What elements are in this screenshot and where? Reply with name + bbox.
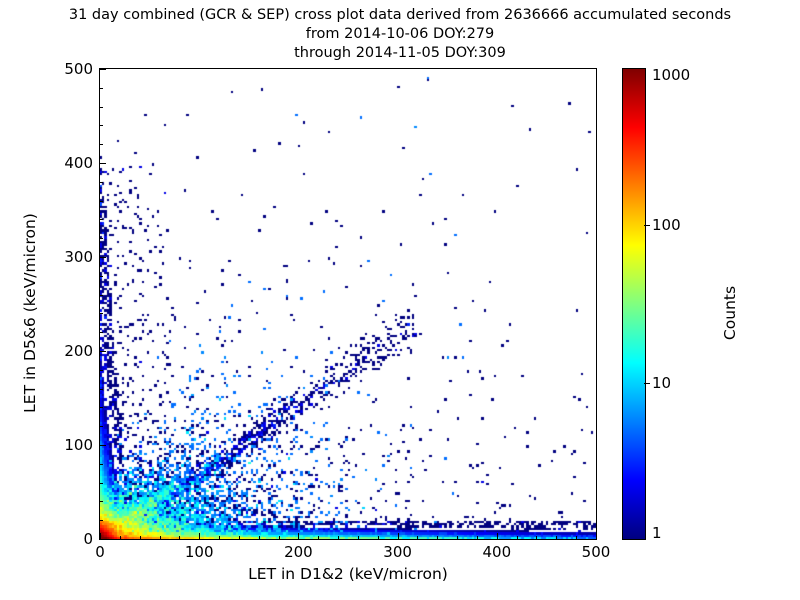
y-axis-minor-tick	[100, 106, 103, 108]
x-axis-minor-tick	[417, 536, 419, 539]
colorbar-ticklabel: 1	[652, 524, 662, 542]
colorbar: 1 10 100 1000	[622, 66, 690, 542]
x-axis-minor-tick	[159, 536, 161, 539]
x-axis-ticklabel: 200	[284, 543, 313, 561]
x-axis-minor-tick	[536, 536, 538, 539]
x-axis-ticklabel: 400	[482, 543, 512, 561]
x-axis-ticklabel: 0	[95, 543, 105, 561]
y-axis-minor-tick	[100, 426, 103, 428]
title-line-2: from 2014-10-06 DOY:279	[305, 26, 495, 42]
y-axis-minor-tick	[100, 332, 103, 334]
y-axis-minor-tick	[100, 520, 103, 522]
x-axis-minor-tick	[377, 536, 379, 539]
y-axis-ticklabel: 0	[83, 530, 93, 548]
y-axis-ticklabel: 100	[64, 436, 93, 454]
x-axis-minor-tick	[556, 536, 558, 539]
x-axis-minor-tick	[437, 536, 439, 539]
plot-axes	[99, 68, 597, 540]
y-axis-tick	[100, 445, 106, 446]
x-axis-minor-tick	[457, 536, 459, 539]
x-axis-minor-tick	[516, 536, 518, 539]
x-axis-minor-tick	[139, 536, 141, 539]
chart-title: 31 day combined (GCR & SEP) cross plot d…	[0, 6, 800, 63]
y-axis-minor-tick	[100, 200, 103, 202]
x-axis-ticklabel: 500	[581, 543, 611, 561]
x-axis-tick	[199, 533, 201, 539]
colorbar-label: Counts	[721, 285, 739, 341]
colorbar-ticklabel: 1000	[652, 66, 691, 84]
x-axis-minor-tick	[258, 536, 260, 539]
x-axis-label: LET in D1&2 (keV/micron)	[248, 565, 448, 583]
colorbar-tick	[644, 382, 650, 384]
y-axis-tick	[100, 351, 106, 352]
x-axis-ticklabel: 100	[184, 543, 214, 561]
y-axis-minor-tick	[100, 501, 103, 503]
title-line-3: through 2014-11-05 DOY:309	[294, 45, 506, 61]
x-axis-tick	[397, 533, 399, 539]
x-axis-minor-tick	[219, 536, 221, 539]
y-axis-minor-tick	[100, 238, 103, 240]
y-axis-tick	[100, 69, 106, 70]
y-axis-ticklabel: 400	[64, 154, 93, 172]
y-axis-tick	[100, 163, 106, 164]
x-axis-tick	[100, 533, 101, 539]
y-axis-minor-tick	[100, 482, 103, 484]
x-axis-minor-tick	[338, 536, 340, 539]
x-axis-minor-tick	[119, 536, 121, 539]
y-axis-minor-tick	[100, 313, 103, 315]
y-axis-ticklabel: 200	[64, 342, 93, 360]
y-axis-minor-tick	[100, 144, 103, 146]
x-axis-minor-tick	[476, 536, 478, 539]
colorbar-gradient	[622, 68, 646, 540]
scatter-density-plot	[100, 69, 596, 539]
y-axis-minor-tick	[100, 219, 103, 221]
y-axis-minor-tick	[100, 407, 103, 409]
y-axis-label: LET in D5&6 (keV/micron)	[21, 213, 39, 413]
x-axis-tick	[298, 533, 300, 539]
y-axis-minor-tick	[100, 181, 103, 183]
y-axis-minor-tick	[100, 463, 103, 465]
y-axis-minor-tick	[100, 275, 103, 277]
title-line-1: 31 day combined (GCR & SEP) cross plot d…	[68, 7, 732, 23]
colorbar-tick	[644, 225, 650, 227]
y-axis-ticklabels: 0 100 200 300 400 500	[0, 0, 93, 600]
x-axis-minor-tick	[318, 536, 320, 539]
x-axis-minor-tick	[179, 536, 181, 539]
y-axis-ticklabel: 500	[64, 60, 93, 78]
y-axis-ticklabel: 300	[64, 248, 93, 266]
x-axis-ticklabel: 300	[383, 543, 412, 561]
x-axis-tick	[496, 533, 498, 539]
y-axis-minor-tick	[100, 125, 103, 127]
x-axis-minor-tick	[576, 536, 578, 539]
x-axis-minor-tick	[357, 536, 359, 539]
y-axis-minor-tick	[100, 388, 103, 390]
y-axis-minor-tick	[100, 369, 103, 371]
y-axis-tick	[100, 257, 106, 258]
colorbar-ticklabel: 10	[652, 373, 672, 392]
x-axis-minor-tick	[278, 536, 280, 539]
colorbar-ticklabel: 100	[652, 216, 681, 235]
x-axis-minor-tick	[238, 536, 240, 539]
y-axis-minor-tick	[100, 87, 103, 89]
y-axis-minor-tick	[100, 294, 103, 296]
